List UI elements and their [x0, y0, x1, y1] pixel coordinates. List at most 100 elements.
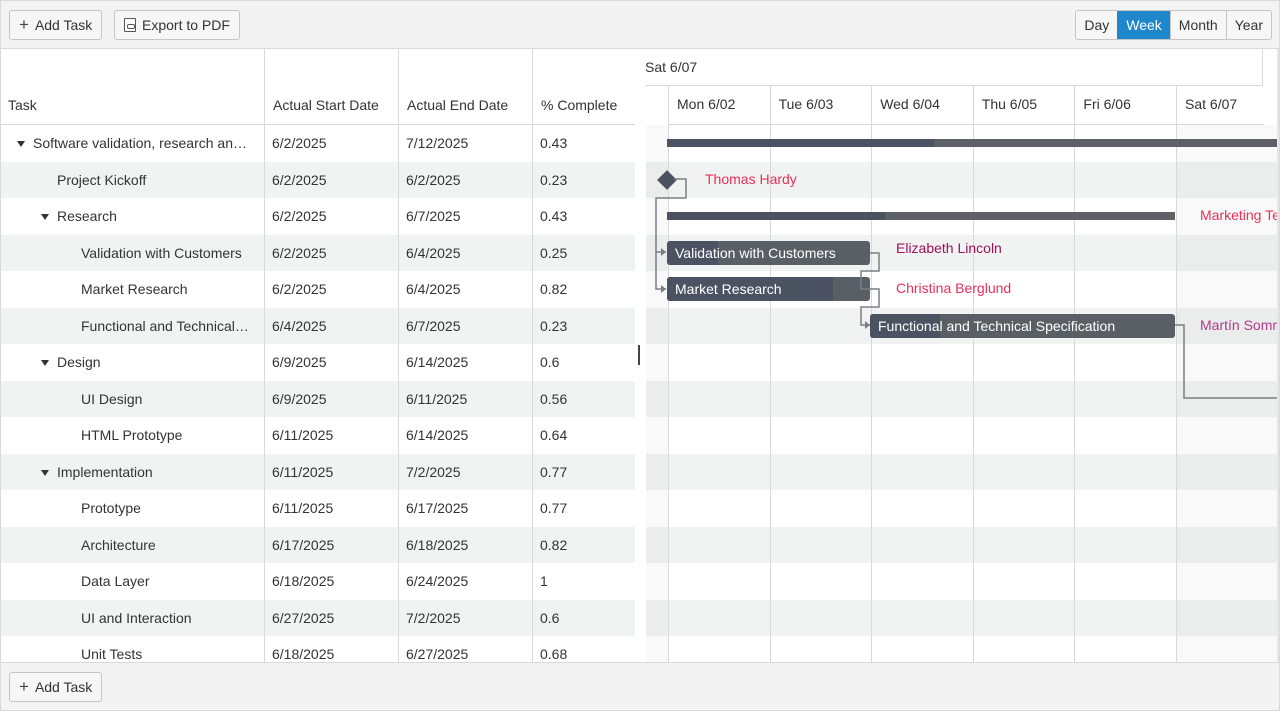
percent-complete-cell[interactable]: 0.56 — [540, 390, 568, 407]
end-date-cell[interactable]: 6/14/2025 — [406, 427, 469, 443]
end-date-cell[interactable]: 7/2/2025 — [406, 463, 461, 480]
start-date-cell[interactable]: 6/11/2025 — [272, 463, 334, 480]
task-title-cell[interactable]: Research — [1, 198, 264, 235]
collapse-caret-icon[interactable] — [41, 214, 49, 221]
percent-complete-cell[interactable]: 0.77 — [540, 500, 568, 516]
percent-complete-cell[interactable]: 0.68 — [540, 646, 568, 662]
start-date-cell[interactable]: 6/2/2025 — [272, 135, 327, 151]
end-date-cell[interactable]: 6/4/2025 — [406, 244, 461, 261]
dependency-line[interactable] — [1175, 324, 1279, 399]
task-title-cell[interactable]: Functional and Technical… — [1, 308, 264, 345]
table-row[interactable]: Architecture 6/17/2025 6/18/2025 0.82 — [1, 526, 635, 564]
percent-complete-cell[interactable]: 0.82 — [540, 536, 568, 553]
percent-complete-cell[interactable]: 0.6 — [540, 609, 560, 626]
view-week-button[interactable]: Week — [1117, 11, 1170, 39]
table-row[interactable]: Implementation 6/11/2025 7/2/2025 0.77 — [1, 453, 635, 491]
end-date-cell[interactable]: 6/7/2025 — [406, 208, 461, 224]
end-date-cell[interactable]: 6/27/2025 — [406, 646, 469, 662]
column-header-start[interactable]: Actual Start Date — [264, 49, 398, 125]
task-title-cell[interactable]: Design — [1, 344, 264, 381]
start-date-cell[interactable]: 6/11/2025 — [272, 427, 334, 443]
start-date-cell[interactable]: 6/4/2025 — [272, 317, 327, 334]
task-title-cell[interactable]: Prototype — [1, 490, 264, 527]
view-day-button[interactable]: Day — [1076, 11, 1118, 39]
task-title-cell[interactable]: Software validation, research an… — [1, 125, 264, 162]
splitter-handle[interactable] — [638, 345, 640, 365]
task-title-cell[interactable]: Unit Tests — [1, 636, 264, 662]
dependency-line[interactable] — [655, 252, 666, 290]
start-date-cell[interactable]: 6/17/2025 — [272, 536, 335, 553]
column-header-end[interactable]: Actual End Date — [398, 49, 532, 125]
start-date-cell[interactable]: 6/2/2025 — [272, 171, 327, 188]
table-row[interactable]: Design 6/9/2025 6/14/2025 0.6 — [1, 344, 635, 381]
table-row[interactable]: Market Research 6/2/2025 6/4/2025 0.82 — [1, 271, 635, 308]
table-row[interactable]: Functional and Technical… 6/4/2025 6/7/202… — [1, 307, 635, 345]
start-date-cell[interactable]: 6/9/2025 — [272, 390, 327, 407]
task-title-cell[interactable]: Validation with Customers — [1, 235, 264, 272]
dependency-line[interactable] — [860, 288, 880, 326]
view-month-button[interactable]: Month — [1169, 11, 1226, 39]
table-row[interactable]: UI Design 6/9/2025 6/11/2025 0.56 — [1, 380, 635, 418]
table-row[interactable]: Project Kickoff 6/2/2025 6/2/2025 0.23 — [1, 161, 635, 199]
column-header-task[interactable]: Task — [8, 97, 37, 113]
task-bar[interactable]: Market Research — [667, 277, 870, 301]
start-date-cell[interactable]: 6/9/2025 — [272, 354, 327, 370]
end-date-cell[interactable]: 6/24/2025 — [406, 573, 469, 589]
task-title-cell[interactable]: Market Research — [1, 271, 264, 308]
start-date-cell[interactable]: 6/11/2025 — [272, 500, 334, 516]
end-date-cell[interactable]: 7/2/2025 — [406, 609, 461, 626]
task-bar[interactable]: Validation with Customers — [667, 240, 870, 265]
percent-complete-cell[interactable]: 1 — [540, 573, 548, 589]
dependency-line[interactable] — [860, 252, 880, 290]
start-date-cell[interactable]: 6/18/2025 — [272, 573, 335, 589]
percent-complete-cell[interactable]: 0.23 — [540, 317, 568, 334]
percent-complete-cell[interactable]: 0.43 — [540, 208, 568, 224]
task-title-cell[interactable]: UI Design — [1, 381, 264, 418]
task-title-cell[interactable]: Architecture — [1, 527, 264, 564]
end-date-cell[interactable]: 6/4/2025 — [406, 281, 461, 297]
table-row[interactable]: Unit Tests 6/18/2025 6/27/2025 0.68 — [1, 636, 635, 662]
view-year-button[interactable]: Year — [1225, 11, 1271, 39]
summary-task-bar[interactable] — [667, 139, 1279, 147]
task-title-cell[interactable]: UI and Interaction — [1, 600, 264, 637]
end-date-cell[interactable]: 6/11/2025 — [406, 390, 468, 407]
start-date-cell[interactable]: 6/18/2025 — [272, 646, 335, 662]
percent-complete-cell[interactable]: 0.43 — [540, 135, 568, 151]
collapse-caret-icon[interactable] — [41, 469, 49, 476]
table-row[interactable]: Prototype 6/11/2025 6/17/2025 0.77 — [1, 490, 635, 527]
task-title-cell[interactable]: Project Kickoff — [1, 162, 264, 199]
table-row[interactable]: Software validation, research an… 6/2/202… — [1, 125, 635, 162]
table-row[interactable]: Validation with Customers 6/2/2025 6/4/202… — [1, 234, 635, 272]
percent-complete-cell[interactable]: 0.82 — [540, 281, 568, 297]
add-task-button[interactable]: + Add Task — [9, 10, 103, 40]
end-date-cell[interactable]: 6/14/2025 — [406, 354, 469, 370]
footer-add-task-button[interactable]: + Add Task — [9, 672, 103, 702]
collapse-caret-icon[interactable] — [41, 360, 49, 367]
percent-complete-cell[interactable]: 0.77 — [540, 463, 568, 480]
collapse-caret-icon[interactable] — [17, 141, 25, 148]
table-row[interactable]: Data Layer 6/18/2025 6/24/2025 1 — [1, 563, 635, 600]
task-title-cell[interactable]: Implementation — [1, 454, 264, 491]
percent-complete-cell[interactable]: 0.64 — [540, 427, 568, 443]
end-date-cell[interactable]: 6/7/2025 — [406, 317, 461, 334]
end-date-cell[interactable]: 6/18/2025 — [406, 536, 469, 553]
end-date-cell[interactable]: 6/17/2025 — [406, 500, 469, 516]
task-bar[interactable]: Functional and Technical Specification — [870, 313, 1175, 338]
table-row[interactable]: UI and Interaction 6/27/2025 7/2/2025 0.6 — [1, 599, 635, 637]
task-title-cell[interactable]: Data Layer — [1, 563, 264, 600]
start-date-cell[interactable]: 6/2/2025 — [272, 244, 327, 261]
percent-complete-cell[interactable]: 0.23 — [540, 171, 568, 188]
pane-splitter[interactable] — [635, 49, 646, 662]
table-row[interactable]: Research 6/2/2025 6/7/2025 0.43 — [1, 198, 635, 235]
start-date-cell[interactable]: 6/2/2025 — [272, 208, 327, 224]
task-title-cell[interactable]: HTML Prototype — [1, 417, 264, 454]
dependency-line[interactable] — [655, 178, 687, 253]
percent-complete-cell[interactable]: 0.6 — [540, 354, 560, 370]
vertical-scrollbar[interactable] — [1277, 49, 1279, 662]
export-pdf-button[interactable]: Export to PDF — [114, 10, 240, 40]
column-header-percent[interactable]: % Complete — [532, 49, 635, 125]
start-date-cell[interactable]: 6/2/2025 — [272, 281, 327, 297]
table-row[interactable]: HTML Prototype 6/11/2025 6/14/2025 0.64 — [1, 417, 635, 454]
summary-task-bar[interactable] — [667, 212, 1175, 220]
end-date-cell[interactable]: 7/12/2025 — [406, 135, 469, 151]
